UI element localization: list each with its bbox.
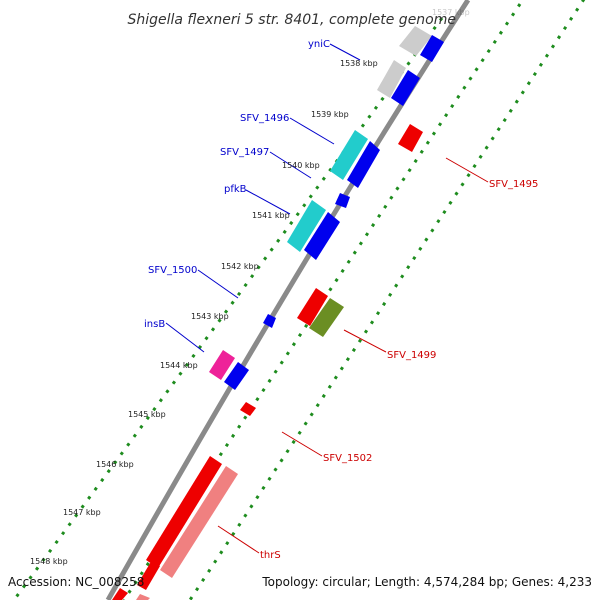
gene-blue-sfv-1497[interactable] [347,141,380,188]
gene-blue-small-1[interactable] [335,193,350,208]
gene-gray-1[interactable] [399,26,432,56]
gene-pink-insb[interactable] [209,350,235,380]
tick-label-1540: 1540 kbp [282,161,320,170]
gene-label-sfv-1497[interactable]: SFV_1497 [220,147,269,158]
tick-label-1544: 1544 kbp [160,361,198,370]
gene-red-thrs-1[interactable] [146,456,222,568]
far-dotted-guide [188,0,586,600]
tick-label-1538: 1538 kbp [340,59,378,68]
tick-label-1541: 1541 kbp [252,211,290,220]
gene-salmon-thrs[interactable] [160,466,238,578]
gene-blue-2[interactable] [391,70,420,106]
gene-label-sfv-1495[interactable]: SFV_1495 [489,179,538,190]
reverse-leaders [217,157,489,554]
tick-label-1548: 1548 kbp [30,557,68,566]
tick-label-1547: 1547 kbp [63,508,101,517]
accession-text: Accession: NC_008258 [8,575,144,589]
gene-blue-insb[interactable] [224,362,249,390]
gene-label-insb[interactable]: insB [144,319,165,330]
gene-red-bottom[interactable] [112,588,128,600]
map-title: Shigella flexneri 5 str. 8401, complete … [127,12,456,28]
gene-blue-sfv-1500[interactable] [263,314,276,328]
gene-label-sfv-1500[interactable]: SFV_1500 [148,265,197,276]
gene-gray-2[interactable] [377,60,406,98]
tick-label-1539: 1539 kbp [311,110,349,119]
genome-backbone [105,0,471,600]
gene-label-sfv-1499[interactable]: SFV_1499 [387,350,436,361]
gene-red-sfv-1499[interactable] [297,288,328,326]
gene-label-sfv-1502[interactable]: SFV_1502 [323,453,372,464]
gene-cyan-sfv-1496[interactable] [330,130,368,180]
tick-label-1537: 1537 kbp [432,8,470,17]
gene-red-sfv-1502[interactable] [240,402,256,416]
gene-label-pfkb[interactable]: pfkB [224,184,247,195]
tick-label-1545: 1545 kbp [128,410,166,419]
tick-label-1546: 1546 kbp [96,460,134,469]
gene-cyan-pfkb[interactable] [287,200,326,252]
gene-label-sfv-1496[interactable]: SFV_1496 [240,113,289,124]
gene-red-sfv-1495[interactable] [398,124,423,152]
tick-label-1542: 1542 kbp [221,262,259,271]
reverse-strand [112,124,423,600]
gene-blue-pfkb[interactable] [304,212,340,260]
topology-text: Topology: circular; Length: 4,574,284 bp… [261,575,592,589]
gene-salmon-bottom[interactable] [136,594,150,600]
gene-label-thrs[interactable]: thrS [260,550,281,561]
gene-blue-1[interactable] [420,35,444,62]
gene-red-thrs-2[interactable] [137,560,160,590]
gene-olive-sfv-1499[interactable] [309,298,344,337]
gene-label-ynic[interactable]: yniC [308,39,330,50]
forward-strand [209,26,444,390]
forward-leaders [165,43,361,353]
tick-label-1543: 1543 kbp [191,312,229,321]
